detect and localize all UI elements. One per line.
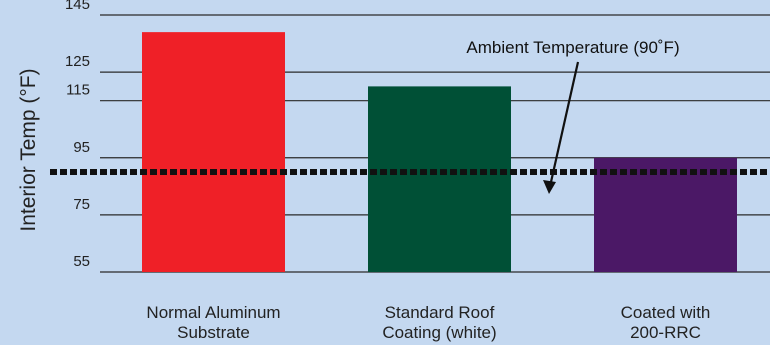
ambient-arrow-head [543,180,556,194]
category-label-2: Standard Roof Coating (white) [382,303,496,342]
y-tick-label-75: 75 [73,196,90,213]
ambient-arrow-shaft [549,61,580,183]
ambient-reference: Ambient Temperature (90˚F) [50,38,770,194]
bars [142,32,737,273]
category-labels: Normal Aluminum Substrate Standard Roof Coa… [146,303,710,342]
bar-1 [142,32,285,273]
y-tick-label-145: 145 [65,0,90,13]
y-tick-labels: 55 75 95 115 125 145 [65,0,90,270]
category-label-1: Normal Aluminum Substrate [146,303,280,342]
bar-2 [368,86,511,272]
y-tick-label-125: 125 [65,53,90,70]
y-tick-label-55: 55 [73,253,90,270]
y-tick-label-115: 115 [66,82,90,99]
category-label-3: Coated with 200-RRC [621,303,711,342]
y-tick-label-95: 95 [73,139,90,156]
y-axis-title: Interior Temp (°F) [17,68,40,231]
ambient-reference-label: Ambient Temperature (90˚F) [466,38,679,57]
bar-3 [594,157,737,272]
